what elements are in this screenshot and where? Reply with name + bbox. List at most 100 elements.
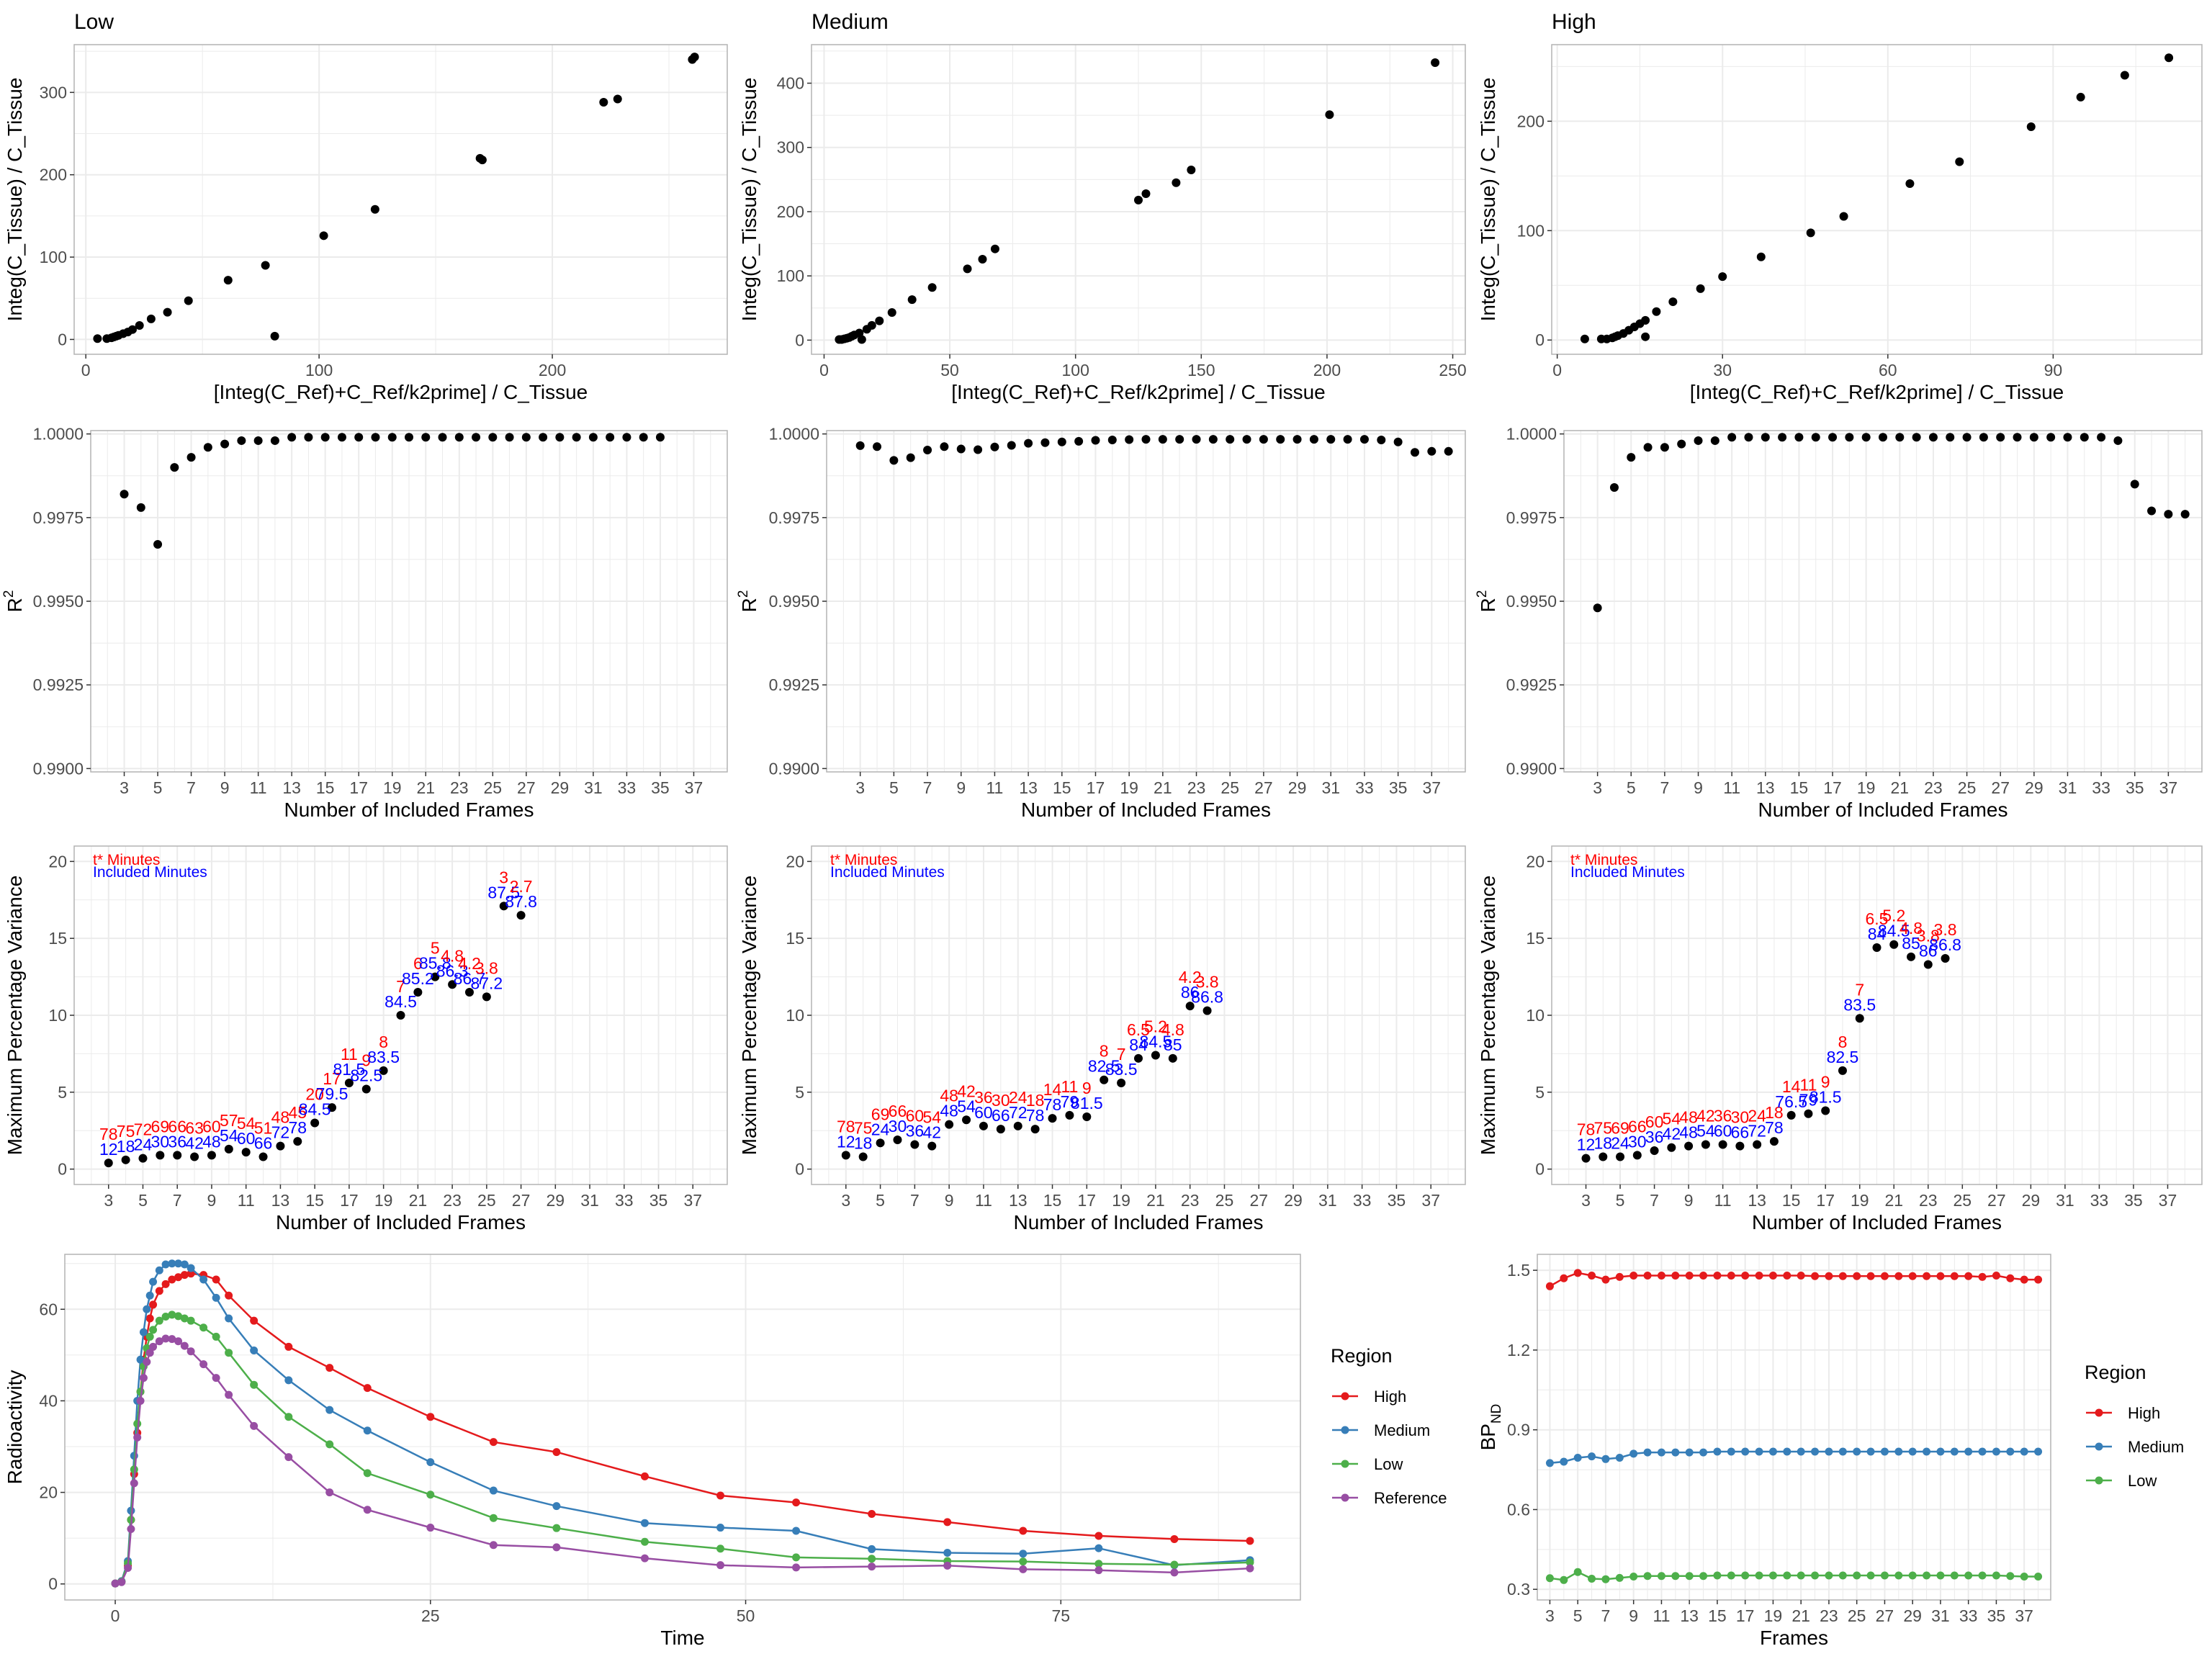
legend-text-included: Included Minutes	[1570, 864, 1685, 881]
data-point	[572, 433, 581, 442]
series-point	[1741, 1447, 1750, 1456]
series-point	[225, 1390, 233, 1399]
y-tick-label: 10	[48, 1006, 67, 1025]
data-point	[910, 1140, 920, 1149]
x-tick-label: 0	[819, 361, 829, 379]
t-star-label: 48	[271, 1108, 290, 1127]
x-tick-label: 3	[120, 778, 129, 797]
x-tick-label: 9	[1684, 1191, 1694, 1210]
data-point	[1632, 1151, 1642, 1160]
data-point	[1141, 435, 1151, 444]
data-point	[1761, 433, 1770, 442]
y-tick-label: 20	[786, 852, 804, 871]
t-star-label: 24	[1009, 1088, 1028, 1107]
included-minutes-label: 84.5	[1140, 1033, 1172, 1051]
included-minutes-label: 76.5	[1775, 1092, 1807, 1111]
data-point	[93, 334, 102, 343]
x-tick-label: 11	[975, 1191, 992, 1210]
data-point	[1134, 1053, 1143, 1063]
data-point	[287, 433, 297, 442]
series-point	[868, 1509, 876, 1518]
series-point	[1797, 1272, 1805, 1280]
data-point	[1030, 1125, 1040, 1134]
x-tick-label: 15	[1782, 1191, 1801, 1210]
x-tick-label: 250	[1439, 361, 1466, 379]
data-point	[927, 1141, 937, 1151]
y-tick-label: 1.0000	[769, 425, 819, 444]
y-tick-label: 400	[777, 74, 804, 93]
data-point	[1185, 1002, 1195, 1011]
included-minutes-label: 81.5	[1071, 1094, 1103, 1112]
series-point	[1978, 1571, 1987, 1580]
data-point	[1359, 435, 1369, 444]
x-axis-title: [Integ(C_Ref)+C_Ref/k2prime] / C_Tissue	[951, 381, 1326, 403]
included-minutes-label: 84.5	[299, 1100, 331, 1119]
t-star-label: 30	[1731, 1108, 1750, 1127]
series-point	[792, 1563, 801, 1572]
data-point	[1616, 1152, 1625, 1161]
series-point	[325, 1488, 334, 1497]
x-tick-label: 25	[1954, 1191, 1972, 1210]
chart-bpnd: 3 5 7 9 11 13 15 17 19 21 23 25 27 29 31 33 35 370.30.60.…	[1477, 1254, 2184, 1649]
x-tick-label: 29	[1903, 1606, 1922, 1625]
data-point	[127, 325, 137, 334]
data-marks	[835, 58, 1440, 344]
included-minutes-label: 24	[1611, 1134, 1629, 1153]
x-tick-label: 11	[1653, 1606, 1670, 1625]
t-star-label: 51	[254, 1119, 273, 1138]
series-point	[1964, 1571, 1973, 1580]
data-point	[488, 433, 498, 442]
series-point	[1019, 1550, 1028, 1558]
y-tick-label: 0	[795, 331, 804, 349]
included-minutes-label: 83.5	[1843, 995, 1876, 1014]
t-star-label: 72	[134, 1120, 153, 1139]
x-tick-label: 31	[580, 1191, 599, 1210]
series-point	[168, 1310, 176, 1319]
series-point	[2006, 1447, 2015, 1456]
data-point	[1786, 1110, 1796, 1120]
series-point	[130, 1479, 138, 1488]
t-star-label: 3.8	[1196, 973, 1219, 992]
series-point	[489, 1541, 498, 1550]
series-point	[212, 1275, 220, 1284]
x-tick-label: 29	[547, 1191, 565, 1210]
series-point	[1588, 1272, 1596, 1280]
series-point	[133, 1419, 142, 1428]
y-tick-label: 0.9900	[769, 759, 819, 778]
data-point	[873, 442, 882, 451]
included-minutes-label: 54	[1696, 1121, 1715, 1140]
series-point	[1936, 1571, 1945, 1580]
series-point	[2034, 1275, 2043, 1284]
y-tick-label: 1.0000	[33, 425, 84, 444]
chart-mpv-medium: 3 5 7 9 11 13 15 17 19 21 23 25 27 29 31 33 35 3705101520…	[738, 845, 1466, 1233]
series-point	[1246, 1537, 1254, 1545]
series-point	[212, 1293, 220, 1302]
data-point	[224, 1144, 233, 1154]
data-point	[1855, 1014, 1864, 1023]
included-minutes-label: 66	[254, 1134, 273, 1153]
y-tick-label: 0	[58, 330, 67, 349]
data-point	[990, 244, 999, 253]
series-point	[161, 1260, 170, 1269]
series-point	[1950, 1447, 1959, 1456]
x-tick-label: 33	[1959, 1606, 1978, 1625]
data-point	[539, 433, 548, 442]
y-axis-title: Maximum Percentage Variance	[4, 876, 26, 1156]
t-star-label: 6	[413, 954, 423, 973]
data-point	[472, 433, 481, 442]
x-tick-label: 35	[649, 1191, 668, 1210]
series-point	[1094, 1560, 1103, 1568]
data-point	[1057, 437, 1066, 446]
legend-text-tstar: t* Minutes	[830, 852, 897, 868]
t-star-label: 3.8	[475, 958, 498, 977]
axis-ticks: 3 5 7 9 11 13 15 17 19 21 23 25 27 29 31 33 35 370.99000.…	[1506, 425, 2178, 797]
series-point	[1866, 1272, 1875, 1280]
grid-lines	[1537, 1254, 2051, 1600]
x-axis-title: Number of Included Frames	[284, 799, 534, 821]
t-star-label: 42	[1696, 1106, 1715, 1125]
data-marks	[1580, 53, 2174, 343]
series-point	[325, 1440, 334, 1449]
